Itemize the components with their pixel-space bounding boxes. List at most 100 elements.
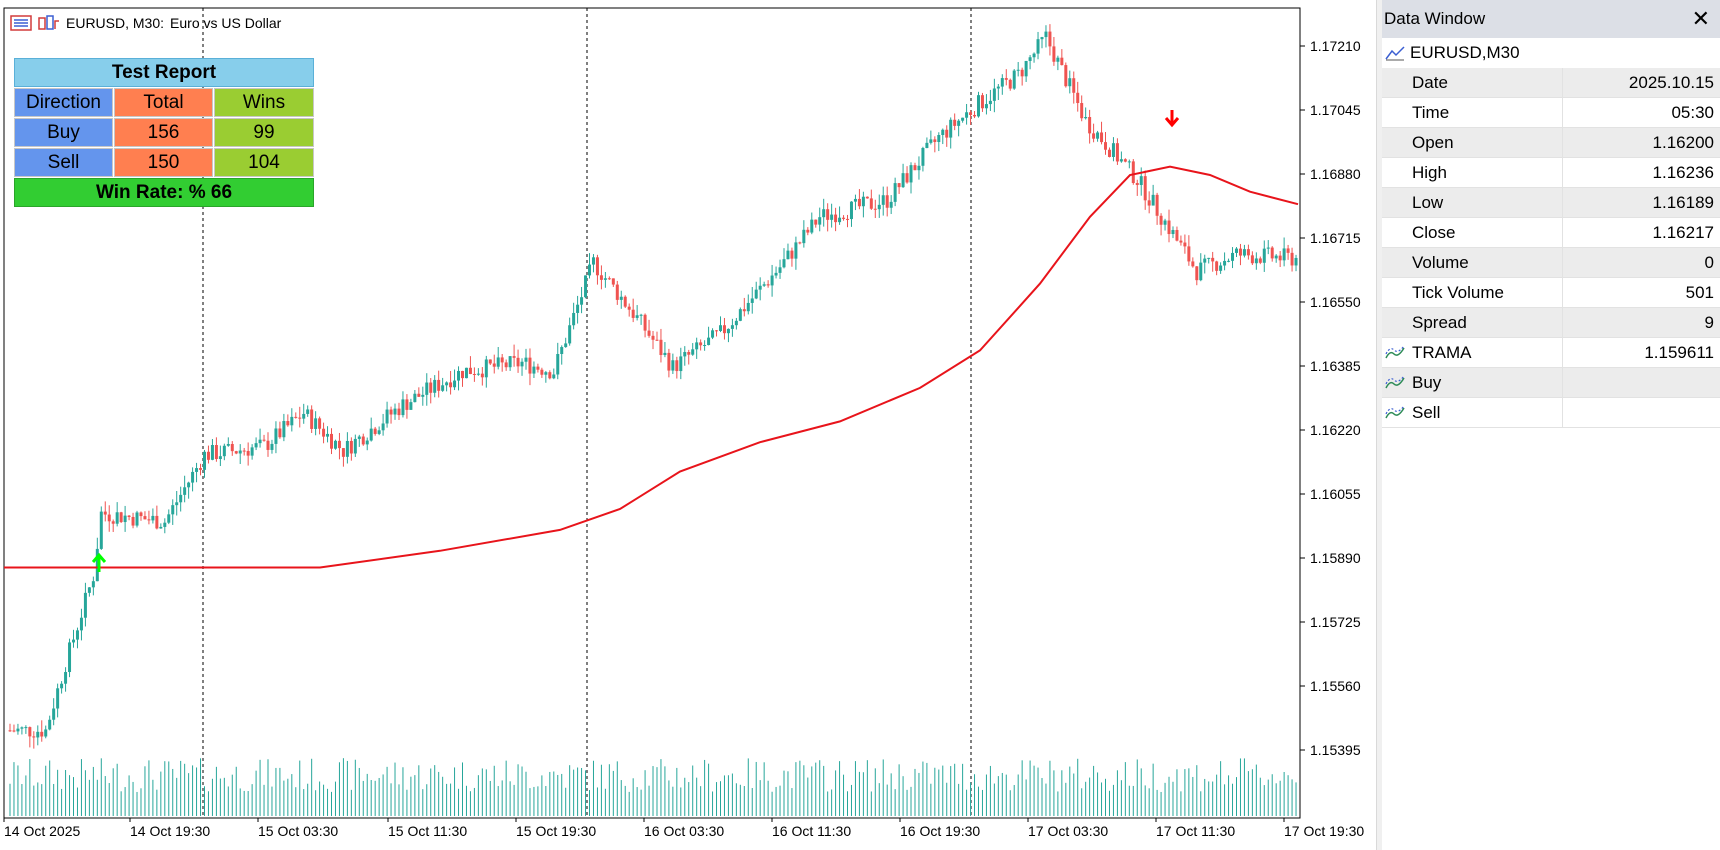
- close-icon[interactable]: ✕: [1691, 6, 1710, 31]
- candle-body: [1231, 252, 1235, 261]
- candle-body: [1028, 57, 1032, 61]
- candle-body: [599, 275, 603, 280]
- candle-body: [913, 165, 917, 171]
- candle-body: [484, 359, 488, 378]
- candle-body: [1223, 260, 1227, 266]
- candle-body: [1242, 249, 1246, 256]
- candle-body: [405, 399, 409, 410]
- candle-body: [1092, 133, 1096, 139]
- candle-body: [95, 548, 99, 582]
- indicator-row-trama: TRAMA 1.159611: [1382, 338, 1720, 368]
- candle-body: [401, 399, 405, 416]
- price-tick-label: 1.15725: [1310, 614, 1361, 630]
- candle-body: [453, 380, 457, 388]
- candle-body: [957, 120, 961, 126]
- candle-body: [195, 468, 199, 472]
- candle-body: [611, 278, 615, 285]
- candle-body: [24, 727, 28, 729]
- candle-body: [79, 617, 83, 631]
- candle-body: [28, 727, 32, 737]
- candle-body: [1282, 248, 1286, 261]
- candle-body: [647, 330, 651, 336]
- candle-body: [584, 275, 588, 298]
- candle-body: [865, 196, 869, 199]
- candle-body: [298, 417, 302, 419]
- candle-body: [607, 278, 611, 280]
- indicator-value: [1563, 398, 1720, 427]
- candle-body: [72, 639, 76, 643]
- candle-body: [1139, 176, 1143, 185]
- chart-canvas[interactable]: 1.17210 1.17045 1.16880 1.16715 1.16550 1.163…: [0, 0, 1380, 850]
- candle-body: [1278, 255, 1282, 261]
- time-tick-label: 14 Oct 19:30: [130, 823, 210, 839]
- candle-body: [361, 436, 365, 445]
- candle-body: [524, 357, 528, 362]
- indicator-name: Buy: [1412, 372, 1442, 392]
- panel-splitter[interactable]: [1376, 0, 1382, 850]
- candle-body: [1127, 161, 1131, 163]
- candle-body: [302, 413, 306, 419]
- candle-body: [715, 330, 719, 332]
- candle-body: [1234, 248, 1238, 253]
- candle-body: [155, 515, 159, 529]
- candle-body: [36, 731, 40, 738]
- candle-body: [512, 356, 516, 358]
- candle-body: [99, 511, 103, 549]
- candle-body: [397, 408, 401, 416]
- candle-body: [842, 217, 846, 219]
- candle-body: [468, 367, 472, 374]
- candle-body: [552, 374, 556, 379]
- candle-body: [615, 284, 619, 300]
- candle-body: [294, 416, 298, 418]
- data-row-label: Time: [1382, 98, 1563, 127]
- candle-body: [937, 134, 941, 143]
- data-row-close: Close 1.16217: [1382, 218, 1720, 248]
- candle-body: [766, 284, 770, 286]
- candle-body: [1044, 31, 1048, 38]
- candle-body: [992, 88, 996, 101]
- candle-body: [345, 440, 349, 457]
- candle-body: [758, 285, 762, 290]
- menu-list-icon[interactable]: [10, 15, 32, 31]
- data-row-value: 1.16200: [1563, 128, 1720, 157]
- candle-body: [464, 367, 468, 379]
- candle-body: [254, 443, 258, 448]
- data-row-tick-volume: Tick Volume 501: [1382, 278, 1720, 308]
- candle-body: [980, 95, 984, 109]
- candle-body: [1088, 117, 1092, 134]
- candle-body: [746, 302, 750, 312]
- price-chart[interactable]: 1.17210 1.17045 1.16880 1.16715 1.16550 1.163…: [0, 0, 1380, 850]
- candle-body: [314, 418, 318, 429]
- candle-body: [857, 198, 861, 207]
- candle-body: [330, 433, 334, 449]
- chart-description: Euro vs US Dollar: [170, 15, 282, 31]
- candle-body: [1100, 132, 1104, 143]
- candle-body: [675, 360, 679, 372]
- report-win-rate: Win Rate: % 66: [14, 178, 314, 207]
- data-row-value: 1.16236: [1652, 162, 1714, 182]
- candle-body: [687, 352, 691, 355]
- candle-body: [861, 196, 865, 207]
- candle-body: [726, 328, 730, 334]
- candle-body: [167, 514, 171, 523]
- candle-body: [1143, 176, 1147, 201]
- data-row-value: 9: [1563, 308, 1720, 337]
- candle-body: [1262, 248, 1266, 263]
- candle-body: [171, 505, 175, 515]
- candle-body: [1048, 31, 1052, 47]
- candle-body: [492, 363, 496, 367]
- candle-body: [187, 482, 191, 488]
- candle-body: [445, 382, 449, 386]
- candle-body: [691, 349, 695, 355]
- candle-body: [286, 421, 290, 426]
- candle-body: [1207, 257, 1211, 259]
- candle-body: [111, 521, 115, 524]
- candle-body: [56, 688, 60, 709]
- candle-body: [1211, 257, 1215, 262]
- candle-body: [282, 421, 286, 438]
- candle-body: [897, 183, 901, 188]
- chart-settings-icon[interactable]: [38, 15, 60, 31]
- candle-body: [588, 264, 592, 276]
- indicator-label: Buy: [1382, 368, 1563, 397]
- indicator-value: 1.159611: [1644, 342, 1714, 362]
